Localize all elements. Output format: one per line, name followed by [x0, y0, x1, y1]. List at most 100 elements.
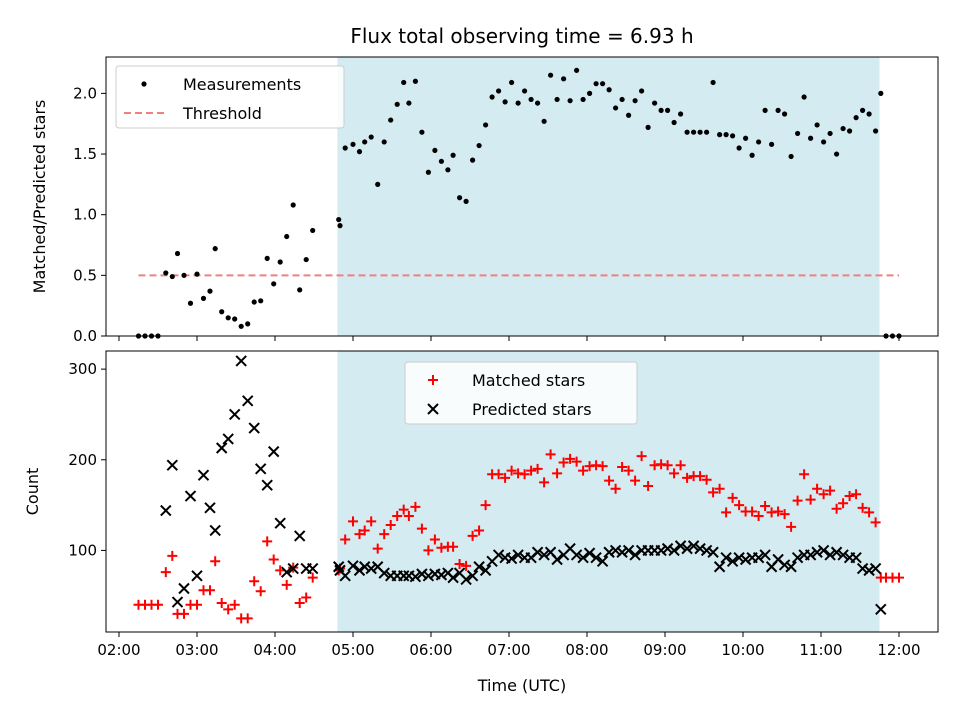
predicted-point	[397, 570, 410, 582]
x-tick-label: 10:00	[721, 641, 764, 659]
matched-point	[857, 502, 868, 513]
measurement-point	[425, 169, 431, 175]
measurement-point	[463, 198, 469, 204]
predicted-point	[830, 546, 843, 558]
measurement-point	[200, 295, 207, 301]
measurement-point	[522, 88, 528, 94]
predicted-point	[332, 561, 345, 573]
matched-point	[623, 465, 634, 476]
matched-point	[721, 507, 732, 518]
matched-point	[894, 572, 904, 583]
measurement-point	[394, 101, 400, 107]
matched-point	[242, 613, 253, 624]
measurement-point	[412, 78, 418, 84]
predicted-point	[254, 463, 267, 475]
matched-point	[281, 579, 292, 590]
predicted-point	[248, 422, 260, 434]
matched-point	[545, 449, 556, 460]
predicted-point	[447, 571, 459, 584]
measurement-point	[561, 76, 567, 82]
y-tick-label: 0.5	[73, 266, 97, 284]
predicted-point	[629, 549, 641, 561]
matched-point	[403, 510, 414, 521]
matched-point	[734, 500, 745, 511]
matched-point	[372, 543, 383, 554]
matched-point	[255, 586, 266, 597]
predicted-point	[365, 562, 377, 575]
matched-point	[467, 530, 478, 541]
measurement-point	[613, 105, 619, 111]
legend-label: Predicted stars	[472, 400, 592, 419]
measurement-point	[801, 94, 807, 100]
predicted-point	[241, 395, 254, 407]
measurement-point	[710, 79, 716, 86]
predicted-point	[733, 551, 745, 564]
predicted-point	[473, 561, 485, 573]
matched-point	[812, 483, 823, 494]
matched-point	[844, 491, 855, 502]
measurement-point	[388, 117, 394, 123]
matched-point	[354, 529, 365, 540]
predicted-point	[222, 433, 234, 445]
measurement-point	[697, 129, 703, 135]
measurement-point	[356, 149, 363, 155]
matched-point	[838, 498, 849, 509]
measurement-point	[232, 316, 238, 322]
matched-point	[454, 559, 465, 570]
matched-point	[500, 472, 511, 483]
predicted-point	[267, 445, 280, 458]
x-tick-label: 07:00	[487, 641, 530, 659]
matched-point	[779, 509, 790, 520]
predicted-point	[512, 549, 524, 561]
matched-point	[249, 576, 260, 587]
predicted-point	[435, 569, 448, 581]
matched-point	[229, 599, 240, 610]
measurement-point	[258, 298, 264, 304]
measurement-point	[580, 96, 586, 103]
predicted-point	[863, 564, 875, 577]
legend-marker-measurements	[141, 81, 147, 87]
matched-point	[340, 534, 351, 545]
predicted-point	[479, 564, 492, 577]
measurement-point	[187, 300, 194, 306]
x-tick-label: 08:00	[565, 641, 608, 659]
measurement-point	[212, 246, 218, 252]
measurement-point	[684, 129, 690, 135]
measurement-point	[743, 135, 749, 141]
matched-point	[205, 585, 215, 596]
measurement-point	[736, 145, 742, 151]
x-tick-label: 03:00	[175, 641, 218, 659]
measurement-point	[509, 79, 515, 86]
predicted-point	[791, 551, 804, 564]
measurement-point	[245, 321, 251, 327]
predicted-point	[492, 549, 505, 561]
matched-point	[870, 517, 881, 528]
predicted-point	[720, 551, 732, 564]
measurement-point	[788, 153, 794, 160]
matched-point	[294, 597, 305, 608]
predicted-point	[681, 542, 693, 555]
matched-point	[669, 468, 680, 479]
predicted-point	[759, 549, 771, 561]
measurement-point	[174, 250, 181, 257]
measurement-point	[704, 129, 710, 135]
matched-point	[760, 501, 771, 512]
measurement-point	[342, 145, 348, 151]
measurement-point	[470, 157, 476, 163]
highlight-band	[337, 57, 880, 336]
matched-point	[714, 483, 725, 494]
x-tick-label: 02:00	[97, 641, 140, 659]
measurement-point	[632, 98, 638, 104]
measurement-point	[775, 107, 781, 113]
predicted-point	[694, 542, 706, 555]
matched-point	[385, 520, 396, 531]
measurement-point	[238, 323, 244, 329]
measurement-point	[847, 128, 853, 134]
measurement-point	[297, 287, 303, 293]
measurement-point	[432, 147, 438, 154]
matched-point	[708, 487, 719, 498]
bottom-axes: 02:00 03:00 04:00 05:00 06:00 07:00 08:00 09:00…	[23, 350, 939, 659]
legend-marker-matched	[428, 375, 438, 385]
matched-point	[268, 554, 279, 565]
predicted-point	[603, 546, 615, 558]
